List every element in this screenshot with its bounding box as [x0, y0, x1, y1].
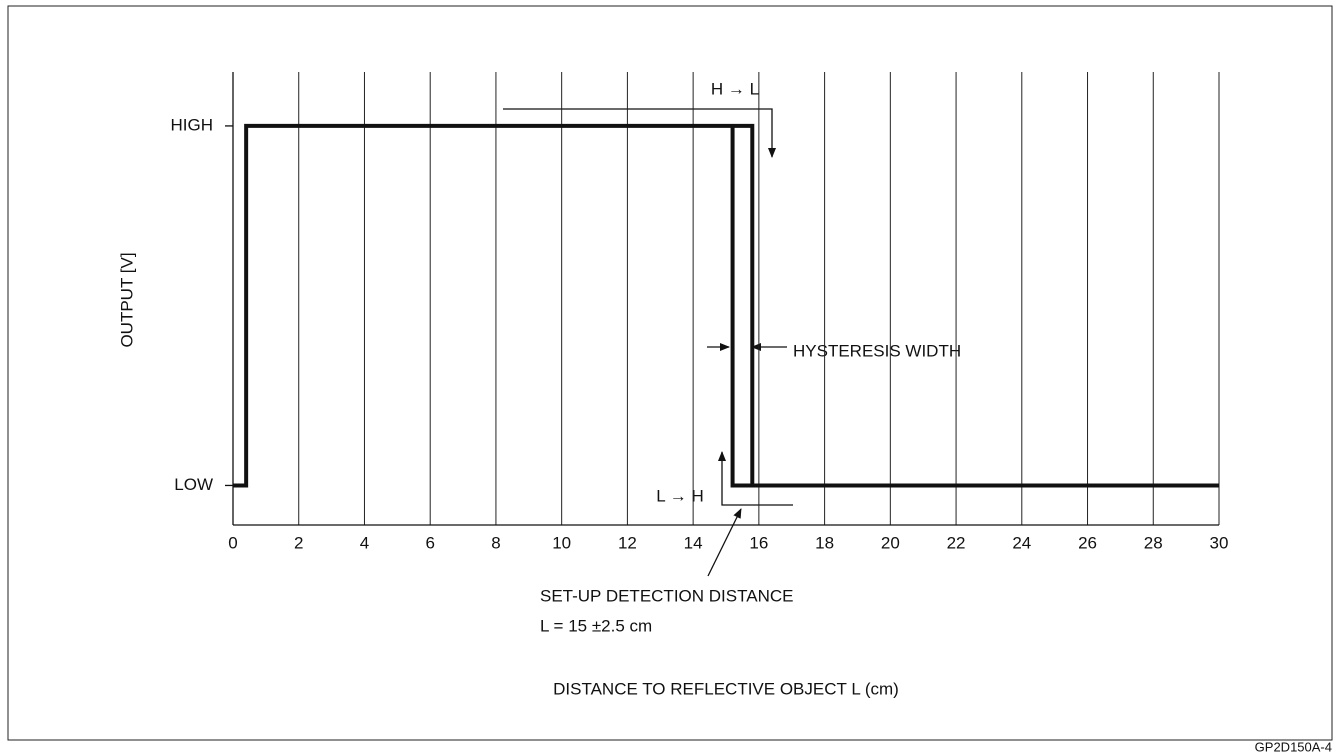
output-line	[233, 123, 1219, 488]
x-tick-label: 16	[749, 533, 768, 552]
annotation: HYSTERESIS WIDTH	[793, 341, 961, 360]
x-tick-label: 26	[1078, 533, 1097, 552]
annotation: H → L	[711, 79, 759, 98]
frame	[7, 5, 1333, 741]
y-tick-label: HIGH	[171, 115, 214, 134]
annotation: L = 15 ±2.5 cm	[540, 616, 652, 635]
output-line	[730, 125, 753, 488]
annotation-arrow	[707, 508, 742, 577]
x-tick-label: 14	[684, 533, 703, 552]
annotation: SET-UP DETECTION DISTANCE	[540, 586, 793, 605]
x-tick-label: 2	[294, 533, 303, 552]
figure-id: GP2D150A-4	[1255, 739, 1332, 754]
x-tick-label: 6	[425, 533, 434, 552]
y-axis-label: OUTPUT [V]	[117, 252, 136, 347]
x-axis-label: DISTANCE TO REFLECTIVE OBJECT L (cm)	[553, 679, 899, 698]
x-tick-label: 12	[618, 533, 637, 552]
x-tick-label: 28	[1144, 533, 1163, 552]
x-tick-label: 20	[881, 533, 900, 552]
x-tick-label: 8	[491, 533, 500, 552]
x-tick-label: 30	[1210, 533, 1229, 552]
x-tick-label: 4	[360, 533, 369, 552]
annotation-arrow	[503, 108, 776, 158]
x-tick-label: 18	[815, 533, 834, 552]
x-tick-label: 0	[228, 533, 237, 552]
y-tick-label: LOW	[174, 475, 213, 494]
x-tick-label: 22	[947, 533, 966, 552]
annotation: L → H	[656, 486, 704, 505]
annotation-arrow	[718, 451, 793, 506]
x-tick-label: 10	[552, 533, 571, 552]
x-tick-label: 24	[1012, 533, 1031, 552]
